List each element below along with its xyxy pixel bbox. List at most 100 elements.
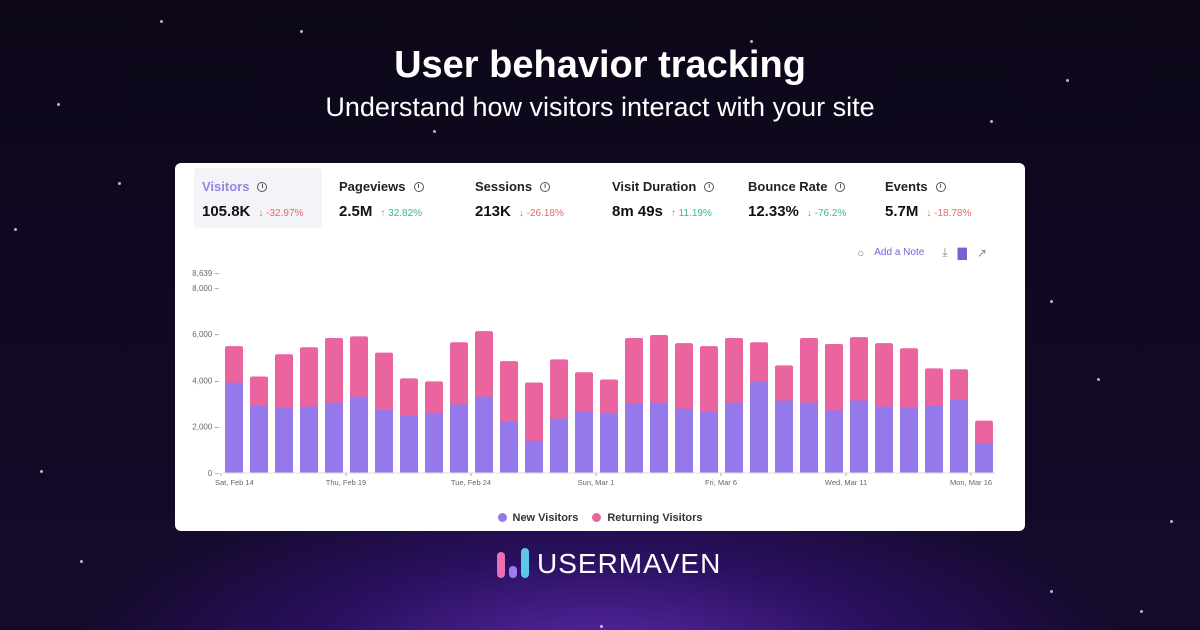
bar-returning-visitors — [325, 338, 343, 405]
arrow-down-icon: ↓ — [258, 208, 264, 219]
metric-value: 8m 49s — [612, 203, 663, 220]
metric-value: 213K — [475, 203, 511, 220]
bar-returning-visitors — [400, 378, 418, 418]
x-tick-label: Mon, Mar 16 — [950, 478, 992, 487]
x-tick-label: Sat, Feb 14 — [215, 478, 254, 487]
bar-returning-visitors — [500, 361, 518, 424]
metric-label: Pageviews — [339, 179, 406, 194]
chart-legend: New Visitors Returning Visitors — [175, 512, 1025, 524]
star — [990, 120, 993, 123]
arrow-up-icon: ↑ — [670, 208, 676, 219]
star — [14, 228, 17, 231]
metric-tab-pageviews[interactable]: Pageviews i 2.5M ↑ 32.82% — [331, 168, 459, 228]
analytics-card: Visitors i 105.8K ↓ -32.97% Pageviews i 2.5M… — [175, 163, 1025, 531]
y-tick-label: 2,000 – — [192, 423, 219, 432]
bar-new-visitors — [500, 421, 518, 473]
star — [1170, 520, 1173, 523]
bar-chart-icon[interactable]: ▇ — [957, 245, 967, 260]
star — [600, 625, 603, 628]
usermaven-logo: USERMAVEN — [497, 548, 721, 578]
bar-new-visitors — [250, 405, 268, 473]
brand-name: USERMAVEN — [537, 548, 722, 579]
info-icon[interactable]: i — [704, 181, 715, 192]
bar-new-visitors — [925, 405, 943, 473]
info-icon[interactable]: i — [257, 181, 268, 192]
info-icon[interactable]: i — [540, 181, 551, 192]
star — [300, 30, 303, 33]
download-icon[interactable]: ⤓ — [942, 245, 948, 259]
bar-returning-visitors — [925, 368, 943, 408]
metric-tab-sessions[interactable]: Sessions i 213K ↓ -26.18% — [467, 168, 595, 228]
bar-returning-visitors — [300, 347, 318, 409]
legend-returning-visitors[interactable]: Returning Visitors — [592, 512, 702, 524]
info-icon[interactable]: i — [413, 181, 424, 192]
bar-new-visitors — [475, 396, 493, 473]
y-tick-label: 8,000 – — [192, 284, 219, 293]
x-tick-label: Sun, Mar 1 — [578, 478, 615, 487]
bar-returning-visitors — [850, 337, 868, 403]
bar-new-visitors — [975, 442, 993, 473]
metric-value: 105.8K — [202, 203, 251, 220]
info-icon[interactable]: i — [835, 181, 846, 192]
bar-returning-visitors — [750, 342, 768, 384]
bar-new-visitors — [950, 399, 968, 473]
metric-value: 12.33% — [748, 203, 799, 220]
bar-returning-visitors — [975, 420, 993, 445]
y-tick-label: 6,000 – — [192, 330, 219, 339]
bar-new-visitors — [775, 400, 793, 473]
metric-change: ↑ 11.19% — [670, 208, 712, 219]
bar-returning-visitors — [625, 338, 643, 406]
star — [1050, 300, 1053, 303]
bar-returning-visitors — [700, 346, 718, 414]
bar-new-visitors — [725, 402, 743, 473]
star — [80, 560, 83, 563]
metric-value: 5.7M — [885, 203, 919, 220]
stacked-bar-chart: 0 – 2,000 – 4,000 – 6,000 – 8,000 – 8,639 – Sa… — [192, 269, 995, 487]
metric-tab-bounce-rate[interactable]: Bounce Rate i 12.33% ↓ -76.2% — [740, 168, 868, 228]
bar-new-visitors — [275, 407, 293, 473]
metric-tab-visitors[interactable]: Visitors i 105.8K ↓ -32.97% — [194, 168, 322, 228]
page-subtitle: Understand how visitors interact with yo… — [325, 92, 875, 122]
arrow-down-icon: ↓ — [806, 208, 812, 219]
add-note-button[interactable]: Add a Note — [874, 247, 925, 258]
bar-returning-visitors — [550, 359, 568, 421]
y-tick-label: 8,639 – — [192, 269, 219, 278]
bar-returning-visitors — [425, 381, 443, 415]
legend-new-visitors[interactable]: New Visitors — [497, 512, 578, 524]
bar-returning-visitors — [450, 342, 468, 407]
star — [1066, 79, 1069, 82]
bar-new-visitors — [825, 410, 843, 473]
metric-change: ↓ -18.78% — [926, 208, 972, 219]
metric-tab-events[interactable]: Events i 5.7M ↓ -18.78% — [877, 168, 1005, 228]
metric-change: ↓ -26.18% — [518, 208, 564, 219]
x-tick-label: Fri, Mar 6 — [705, 478, 737, 487]
arrow-down-icon: ↓ — [926, 208, 932, 219]
bar-new-visitors — [325, 402, 343, 473]
metric-change: ↑ 32.82% — [380, 208, 423, 219]
star — [57, 103, 60, 106]
bar-new-visitors — [850, 400, 868, 473]
bar-new-visitors — [300, 406, 318, 473]
bar-returning-visitors — [350, 336, 368, 399]
line-chart-icon[interactable]: ↗ — [976, 245, 987, 260]
bar-new-visitors — [425, 412, 443, 473]
bar-new-visitors — [550, 418, 568, 473]
info-icon[interactable]: i — [935, 181, 946, 192]
metric-change: ↓ -76.2% — [806, 208, 847, 219]
bar-new-visitors — [450, 404, 468, 473]
metric-tab-visit-duration[interactable]: Visit Duration i 8m 49s ↑ 11.19% — [604, 168, 732, 228]
comment-icon[interactable]: ○ — [857, 245, 865, 260]
star — [750, 40, 753, 43]
bar-returning-visitors — [225, 346, 243, 385]
star — [118, 182, 121, 185]
star — [433, 130, 436, 133]
metric-label: Bounce Rate — [748, 179, 828, 194]
bar-new-visitors — [800, 402, 818, 473]
bar-new-visitors — [575, 411, 593, 473]
arrow-up-icon: ↑ — [380, 208, 386, 219]
bar-new-visitors — [625, 403, 643, 473]
x-tick-label: Tue, Feb 24 — [451, 478, 491, 487]
bar-returning-visitors — [800, 338, 818, 405]
metric-label: Sessions — [475, 179, 533, 194]
bar-returning-visitors — [275, 354, 293, 410]
